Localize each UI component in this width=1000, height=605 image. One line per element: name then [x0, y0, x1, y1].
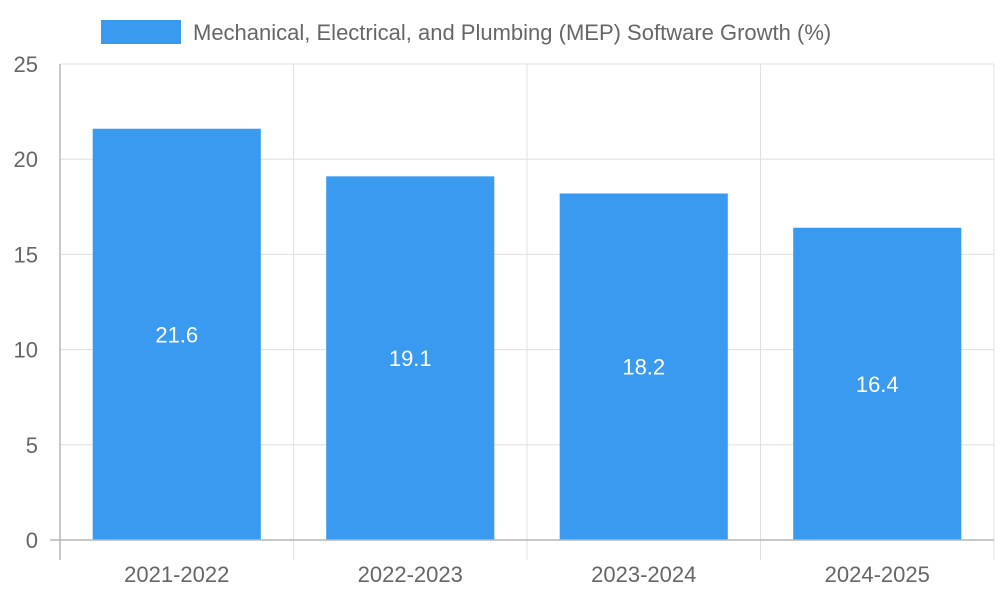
legend[interactable]: Mechanical, Electrical, and Plumbing (ME…	[101, 20, 831, 45]
bar-2024-2025[interactable]	[793, 227, 962, 540]
data-label: 19.1	[389, 346, 432, 371]
data-label: 18.2	[622, 355, 665, 380]
bar-2023-2024[interactable]	[559, 193, 728, 541]
y-tick-label: 10	[14, 338, 38, 363]
legend-label: Mechanical, Electrical, and Plumbing (ME…	[193, 20, 831, 45]
bars	[92, 128, 962, 541]
x-tick-label: 2024-2025	[825, 562, 930, 587]
bar-2022-2023[interactable]	[326, 176, 495, 540]
y-tick-label: 5	[26, 433, 38, 458]
y-tick-label: 25	[14, 52, 38, 77]
x-tick-label: 2023-2024	[591, 562, 696, 587]
data-label: 16.4	[856, 372, 899, 397]
bar-2021-2022[interactable]	[92, 128, 261, 540]
tick-labels: 0 5 10 15 20 25 2021-2022 2022-2023 2023-2024 202…	[14, 52, 930, 587]
x-tick-label: 2022-2023	[358, 562, 463, 587]
y-tick-label: 15	[14, 242, 38, 267]
x-tick-label: 2021-2022	[124, 562, 229, 587]
y-tick-label: 20	[14, 147, 38, 172]
data-labels: 21.6 19.1 18.2 16.4	[155, 322, 898, 397]
legend-swatch	[101, 20, 181, 44]
data-label: 21.6	[155, 322, 198, 347]
y-tick-label: 0	[26, 528, 38, 553]
axes	[50, 64, 994, 560]
